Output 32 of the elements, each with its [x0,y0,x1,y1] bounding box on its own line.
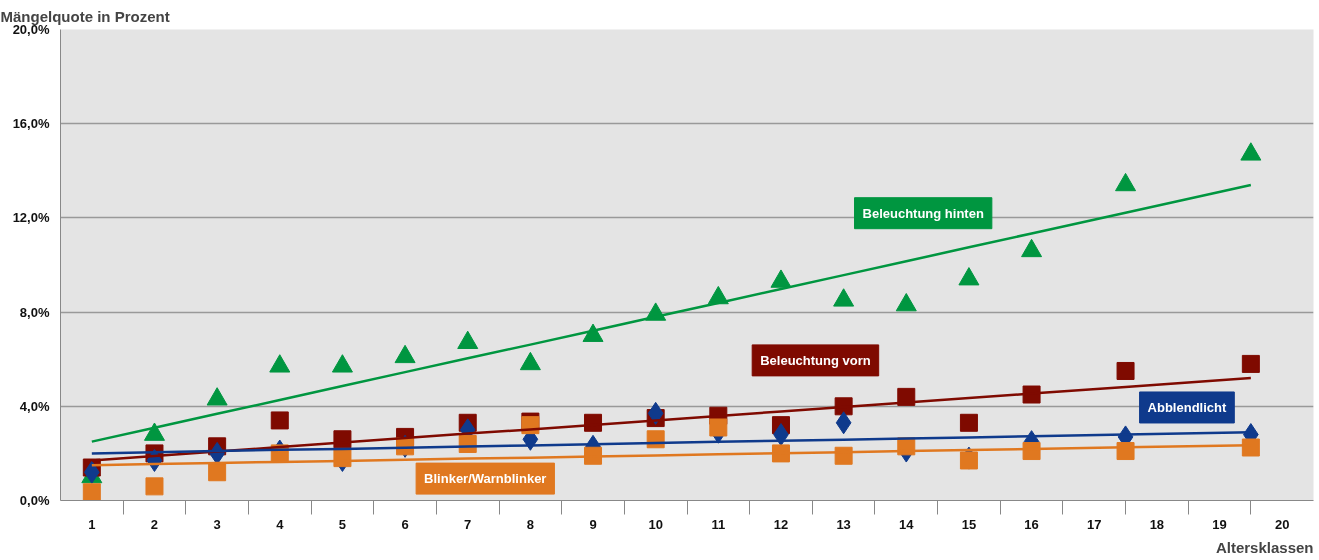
x-tick-label: 6 [401,516,409,532]
x-tick-label: 14 [899,516,915,532]
x-tick-label: 12 [773,516,789,532]
series-label: Blinker/Warnblinker [424,471,547,487]
x-tick-label: 17 [1086,516,1102,532]
x-tick-label: 1 [88,516,96,532]
x-tick-label: 15 [961,516,977,532]
line-series [90,183,1253,443]
x-tick-label: 10 [648,516,663,532]
x-tick-label: 7 [464,516,472,532]
y-tick-label: 12,0% [12,210,50,226]
x-tick-label: 5 [338,516,347,532]
y-axis-title: Mängelquote in Prozent [0,7,170,25]
text: Beleuchtung vorn [760,352,871,368]
x-axis-title: Altersklassen [1215,538,1314,556]
y-tick-label: 16,0% [12,116,50,132]
x-tick-label: 19 [1212,516,1227,532]
x-tick-label: 3 [213,516,221,532]
text: Beleuchtung hinten [862,205,984,221]
y-tick-label: 4,0% [19,398,50,414]
x-tick-label: 9 [589,516,597,532]
x-tick-label: 2 [150,516,159,532]
x-tick-label: 11 [711,516,726,532]
y-tick-label: 0,0% [19,493,50,508]
x-tick-label: 8 [526,516,534,532]
series-label: Abblendlicht [1147,399,1227,415]
x-tick-label: 16 [1024,516,1039,532]
x-tick-label: 20 [1274,516,1290,532]
y-tick-label: 8,0% [19,304,50,320]
x-tick-label: 13 [836,516,851,532]
x-tick-label: 4 [276,516,285,532]
x-tick-label: 18 [1149,516,1165,532]
